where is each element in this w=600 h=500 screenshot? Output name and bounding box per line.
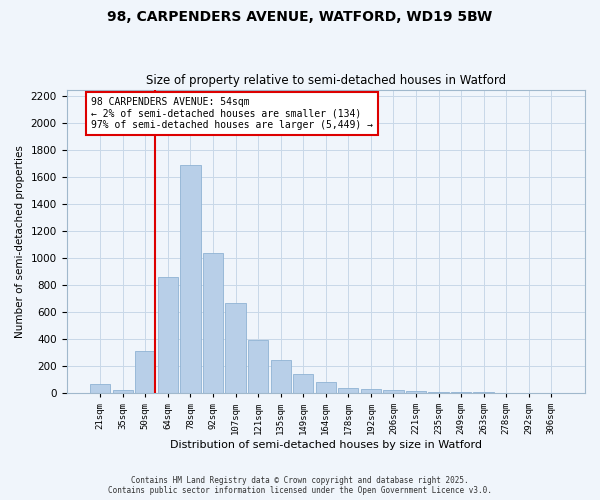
Text: 98, CARPENDERS AVENUE, WATFORD, WD19 5BW: 98, CARPENDERS AVENUE, WATFORD, WD19 5BW [107,10,493,24]
Bar [406,391,426,393]
Bar [181,165,200,393]
Text: 98 CARPENDERS AVENUE: 54sqm
← 2% of semi-detached houses are smaller (134)
97% o: 98 CARPENDERS AVENUE: 54sqm ← 2% of semi… [91,97,373,130]
Bar [90,384,110,393]
Bar [316,382,336,393]
Bar [428,392,449,393]
Bar [248,340,268,393]
Bar [113,390,133,393]
Bar [361,389,381,393]
Text: Contains HM Land Registry data © Crown copyright and database right 2025.
Contai: Contains HM Land Registry data © Crown c… [108,476,492,495]
Bar [226,303,246,393]
Bar [271,360,291,393]
X-axis label: Distribution of semi-detached houses by size in Watford: Distribution of semi-detached houses by … [170,440,482,450]
Bar [383,390,404,393]
Bar [473,392,494,393]
Y-axis label: Number of semi-detached properties: Number of semi-detached properties [15,145,25,338]
Bar [158,277,178,393]
Bar [135,352,155,393]
Bar [203,253,223,393]
Bar [338,388,358,393]
Title: Size of property relative to semi-detached houses in Watford: Size of property relative to semi-detach… [146,74,506,87]
Bar [293,374,313,393]
Bar [451,392,471,393]
